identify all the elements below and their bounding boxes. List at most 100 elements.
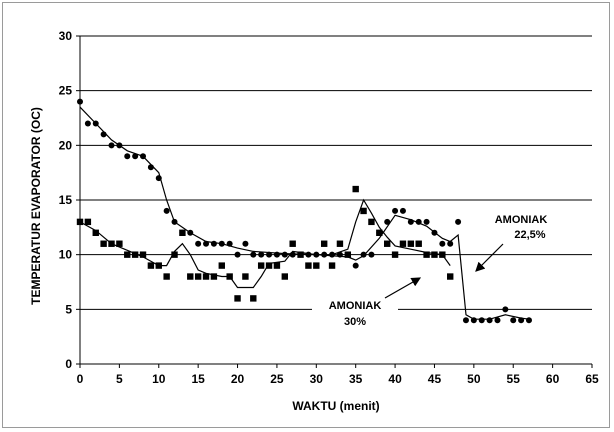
annotation-line-2: 30% [344, 316, 366, 328]
point-circle-22 [250, 251, 257, 258]
point-square-45 [431, 251, 438, 258]
series-layer [76, 98, 532, 324]
axes [76, 35, 593, 368]
point-circle-5 [116, 142, 123, 149]
point-circle-1 [84, 120, 91, 127]
x-tick-label-60: 60 [546, 372, 560, 386]
point-square-44 [423, 251, 430, 258]
y-tick-label-20: 20 [59, 138, 73, 152]
x-tick-label-25: 25 [270, 372, 284, 386]
point-circle-43 [415, 218, 422, 225]
point-square-46 [439, 251, 446, 258]
point-circle-26 [281, 251, 288, 258]
point-circle-18 [218, 240, 225, 247]
point-circle-33 [336, 251, 343, 258]
point-circle-16 [203, 240, 210, 247]
point-square-14 [187, 273, 194, 280]
point-circle-12 [171, 218, 178, 225]
point-square-1 [84, 218, 92, 226]
point-circle-39 [384, 218, 391, 225]
point-square-32 [328, 262, 336, 269]
point-circle-19 [226, 240, 233, 247]
point-square-8 [139, 251, 147, 258]
point-circle-45 [431, 229, 438, 236]
annotation-box [484, 208, 558, 244]
point-circle-47 [447, 240, 454, 247]
series-circle [77, 98, 532, 324]
point-circle-2 [92, 120, 99, 127]
point-circle-10 [155, 175, 162, 182]
point-square-38 [376, 229, 383, 236]
point-square-42 [407, 240, 415, 247]
point-circle-15 [195, 240, 202, 247]
point-square-7 [131, 251, 139, 258]
point-circle-29 [305, 251, 312, 258]
point-square-20 [234, 295, 241, 302]
annotation-line-1: AMONIAK [495, 214, 548, 226]
point-square-29 [305, 262, 312, 269]
point-square-27 [289, 240, 296, 247]
point-square-4 [108, 240, 115, 247]
point-circle-41 [399, 207, 406, 214]
chart-frame [2, 2, 610, 428]
point-circle-52 [486, 317, 493, 324]
point-circle-42 [407, 218, 414, 225]
annotation-arrow [384, 277, 422, 299]
annotation-amoniak-30: AMONIAK 30% [312, 277, 422, 330]
trend-line-square [79, 198, 451, 289]
point-circle-8 [140, 153, 147, 160]
y-tick-label-5: 5 [65, 302, 72, 316]
point-circle-36 [360, 251, 367, 258]
point-circle-17 [210, 240, 217, 247]
point-circle-40 [392, 207, 399, 214]
y-tick-label-10: 10 [59, 248, 73, 262]
point-square-47 [447, 273, 454, 280]
point-circle-56 [518, 317, 525, 324]
point-square-25 [273, 262, 281, 269]
point-circle-35 [352, 262, 359, 269]
x-tick-label-20: 20 [231, 372, 245, 386]
point-circle-55 [510, 317, 517, 324]
point-square-9 [147, 262, 155, 269]
point-circle-11 [163, 207, 170, 214]
point-square-22 [250, 295, 257, 302]
annotation-line-1: AMONIAK [329, 300, 382, 312]
tick-labels: 0 5 10 15 20 25 30 0 5 10 15 20 25 30 35 40 45 50 55 60 65 [59, 29, 599, 386]
y-tick-label-30: 30 [59, 29, 73, 43]
x-tick-label-5: 5 [116, 372, 123, 386]
y-axis-title: TEMPERATUR EVAPORATOR (OC) [29, 107, 43, 305]
series-square [76, 185, 454, 302]
point-square-2 [92, 229, 99, 236]
point-square-26 [281, 273, 288, 280]
point-square-13 [179, 229, 186, 236]
point-circle-49 [462, 317, 469, 324]
x-tick-label-15: 15 [191, 372, 205, 386]
point-square-30 [313, 262, 320, 269]
annotation-box [312, 296, 398, 330]
point-square-10 [155, 262, 162, 269]
annotation-line-2: 22,5% [514, 229, 545, 241]
point-circle-3 [100, 131, 107, 138]
x-tick-label-40: 40 [388, 372, 402, 386]
x-axis-title: WAKTU (menit) [292, 399, 379, 413]
point-circle-50 [470, 317, 477, 324]
y-tick-label-25: 25 [59, 84, 73, 98]
annotation-arrow [475, 243, 504, 272]
x-tick-label-0: 0 [77, 372, 84, 386]
point-square-35 [352, 185, 359, 193]
point-square-24 [265, 262, 273, 269]
point-square-31 [320, 240, 328, 247]
point-square-40 [391, 251, 399, 258]
point-square-41 [399, 240, 407, 247]
x-tick-label-65: 65 [585, 372, 599, 386]
point-circle-4 [108, 142, 115, 149]
point-square-12 [171, 251, 178, 258]
point-circle-57 [525, 317, 532, 324]
y-tick-label-0: 0 [65, 357, 72, 371]
point-square-33 [336, 240, 344, 247]
point-square-3 [100, 240, 107, 247]
y-tick-label-15: 15 [59, 193, 73, 207]
point-circle-37 [368, 251, 375, 258]
point-circle-25 [273, 251, 280, 258]
